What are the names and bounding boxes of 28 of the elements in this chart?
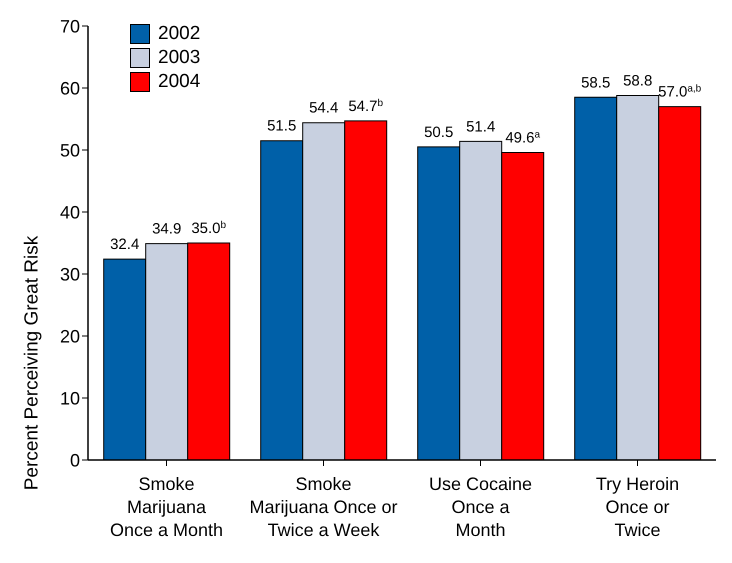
y-tick-label: 20: [60, 326, 80, 346]
data-label: 54.4: [309, 100, 338, 117]
x-tick-label: Smoke Marijuana Once a Month: [110, 474, 224, 540]
y-tick-label: 30: [60, 264, 80, 284]
y-tick-label: 10: [60, 388, 80, 408]
legend-label: 2004: [158, 70, 200, 94]
data-label: 35.0$^{b}$: [191, 220, 227, 237]
x-tick-label: Try Heroin Once or Twice: [596, 474, 680, 540]
data-label: 58.5: [581, 74, 610, 92]
y-tick-label: 50: [60, 140, 80, 160]
x-tick-label: Use Cocaine Once a Month: [428, 474, 532, 540]
data-label: 58.8: [623, 72, 652, 90]
y-tick-label: 60: [60, 78, 80, 98]
y-tick-label: 0: [70, 450, 80, 470]
data-label: 57.0$^{a,b}$: [658, 83, 702, 101]
data-label: 32.4: [110, 236, 140, 254]
data-label: 50.5: [424, 124, 454, 141]
data-label: 54.7$^{b}$: [348, 97, 384, 115]
x-tick-label: Smoke Marijuana Once or Twice a Week: [249, 474, 398, 540]
y-tick-label: 40: [60, 202, 80, 222]
data-label: 34.9: [152, 220, 182, 238]
y-axis-title: Percent Perceiving Great Risk: [22, 235, 43, 490]
data-label: 51.5: [267, 118, 296, 135]
legend-label: 2003: [158, 46, 200, 70]
y-tick-label: 70: [60, 16, 80, 36]
legend-label: 2002: [158, 22, 200, 46]
data-label: 51.4: [466, 118, 496, 136]
data-label: 49.6$^{a}$: [505, 128, 541, 146]
